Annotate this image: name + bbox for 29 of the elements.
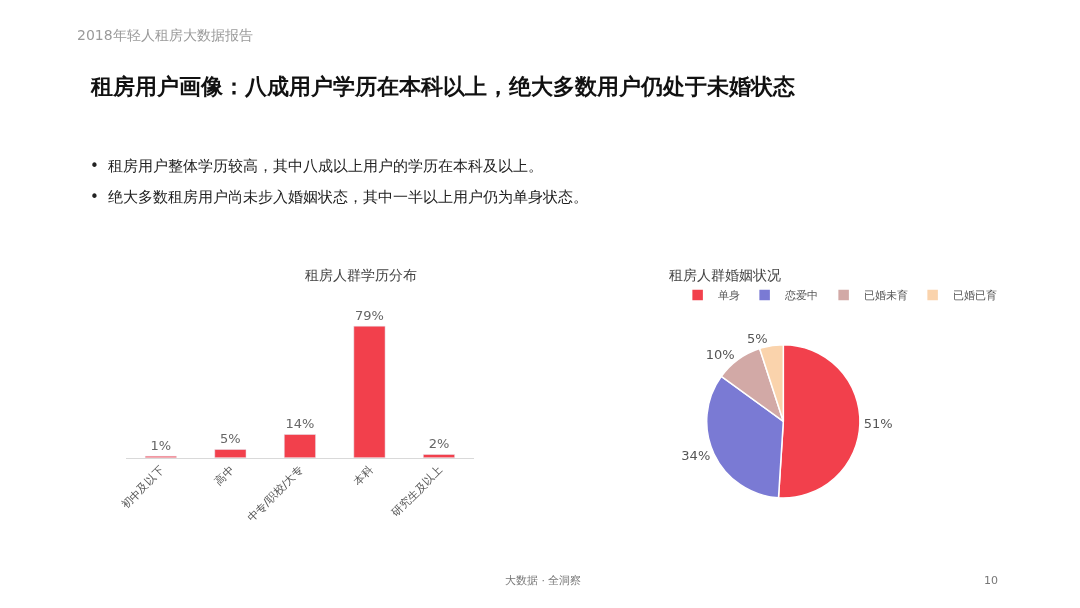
text: 10 <box>984 574 998 587</box>
data-label: 14% <box>285 416 315 432</box>
x-tick-label: 高中 <box>211 463 237 489</box>
legend-label: 已婚未育 <box>863 289 908 303</box>
text: 2018年轻人租房大数据报告 <box>77 27 253 43</box>
x-tick-label: 本科 <box>350 463 376 489</box>
data-label: 79% <box>355 308 384 324</box>
legend-label: 已婚已育 <box>952 289 997 303</box>
text: 大数据 · 全洞察 <box>505 574 582 587</box>
chart-title: 租房人群婚姻状况 <box>669 267 781 283</box>
data-label: 2% <box>428 436 450 452</box>
data-label: 34% <box>681 447 711 463</box>
x-tick-label: 初中及以下 <box>118 463 167 512</box>
text: • 租房用户整体学历较高，其中八成以上用户的学历在本科及以上。 <box>90 157 544 175</box>
data-label: 5% <box>746 330 768 346</box>
data-label: 10% <box>705 346 735 362</box>
data-label: 51% <box>863 416 893 432</box>
data-label: 5% <box>220 431 241 447</box>
chart-title: 租房人群学历分布 <box>305 267 417 283</box>
x-tick-label: 中专/职校/大专 <box>244 463 306 525</box>
bar <box>284 434 316 458</box>
legend-label: 单身 <box>717 289 740 303</box>
text: 租房用户画像：八成用户学历在本科以上，绝大多数用户仍处于未婚状态 <box>90 74 795 99</box>
x-tick-label: 研究生及以上 <box>389 463 445 520</box>
data-label: 1% <box>150 438 172 454</box>
legend-label: 恋爱中 <box>783 289 818 303</box>
bar <box>214 449 247 458</box>
bar <box>353 325 386 458</box>
text: • 绝大多数租房用户尚未步入婚姻状态，其中一半以上用户仍为单身状态。 <box>90 188 589 206</box>
